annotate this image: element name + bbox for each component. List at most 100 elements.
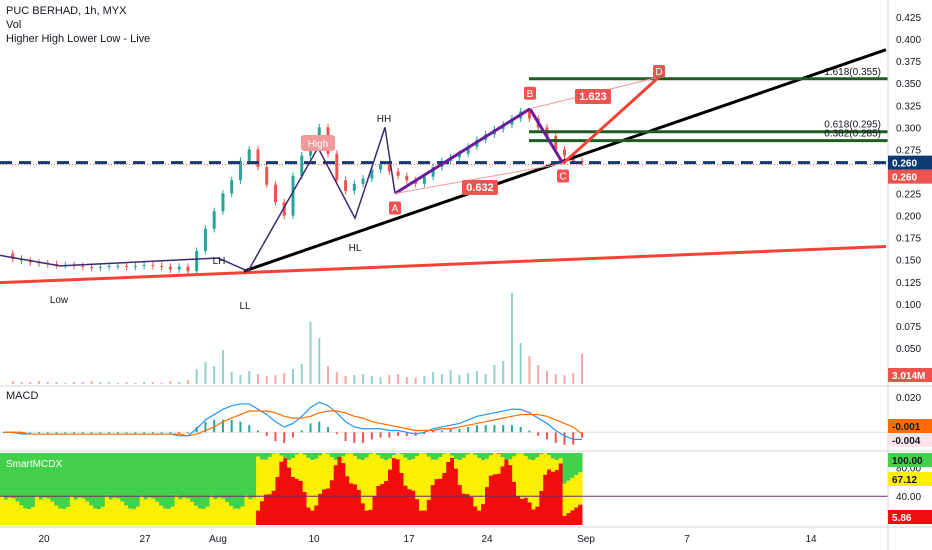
candle-body bbox=[344, 180, 348, 191]
smart-red-segment bbox=[364, 510, 370, 525]
smart-green-segment bbox=[302, 453, 308, 455]
smart-green-segment bbox=[77, 453, 82, 498]
smart-green-segment bbox=[450, 453, 455, 456]
smart-green-segment bbox=[345, 453, 350, 454]
smart-yellow-segment bbox=[325, 453, 331, 489]
macd-histogram-bar bbox=[493, 425, 496, 433]
macd-histogram-bar bbox=[143, 432, 146, 434]
pattern-label-lh: LH bbox=[213, 256, 226, 267]
smart-yellow-segment bbox=[139, 495, 145, 525]
smart-green-segment bbox=[85, 453, 90, 502]
smart-green-segment bbox=[131, 453, 137, 509]
y-tick-label: 0.050 bbox=[896, 344, 921, 355]
smart-yellow-segment bbox=[306, 458, 311, 508]
macd-histogram-bar bbox=[309, 423, 312, 433]
chart-title: PUC BERHAD, 1h, MYX bbox=[6, 5, 127, 17]
macd-histogram-bar bbox=[528, 430, 531, 433]
smart-yellow-segment bbox=[162, 508, 168, 525]
candle-body bbox=[247, 149, 251, 161]
smart-green-segment bbox=[3, 453, 9, 500]
smart-red-segment bbox=[485, 487, 490, 525]
smart-red-segment bbox=[341, 463, 346, 525]
smart-yellow-segment bbox=[550, 458, 556, 472]
smart-yellow-segment bbox=[450, 455, 455, 459]
smart-yellow-segment bbox=[547, 455, 552, 470]
smart-yellow-segment bbox=[81, 498, 86, 525]
macd-histogram-bar bbox=[230, 419, 233, 433]
macd-histogram-bar bbox=[204, 421, 207, 433]
smart-yellow-segment bbox=[578, 472, 583, 505]
macd-histogram-bar bbox=[545, 432, 548, 440]
y-tick-label: 0.275 bbox=[896, 145, 921, 156]
smart-yellow-segment bbox=[275, 453, 280, 478]
volume-bar bbox=[38, 381, 41, 384]
smart-green-segment bbox=[527, 453, 533, 460]
smart-yellow-segment bbox=[42, 497, 48, 525]
volume-bar bbox=[405, 377, 408, 384]
smart-green-segment bbox=[422, 453, 428, 454]
candle-body bbox=[527, 111, 531, 119]
smart-green-segment bbox=[388, 453, 393, 459]
volume-bar bbox=[379, 377, 382, 384]
smart-yellow-segment bbox=[426, 456, 432, 500]
smart-green-segment bbox=[291, 453, 296, 458]
smart-yellow-segment bbox=[481, 460, 486, 505]
smart-green-segment bbox=[93, 453, 98, 509]
smart-green-segment bbox=[263, 453, 269, 460]
smart-red-segment bbox=[477, 510, 482, 525]
smart-yellow-segment bbox=[7, 497, 13, 525]
smart-red-segment bbox=[516, 495, 521, 525]
y-tick-label: 0.225 bbox=[896, 190, 921, 201]
smart-green-segment bbox=[485, 453, 490, 459]
x-tick-label: Sep bbox=[577, 534, 595, 545]
macd-histogram-bar bbox=[458, 428, 461, 433]
smart-green-segment bbox=[325, 453, 331, 454]
smart-green-segment bbox=[574, 453, 579, 476]
smart-yellow-segment bbox=[566, 480, 571, 514]
macd-histogram-bar bbox=[449, 428, 452, 433]
smart-yellow-segment bbox=[248, 499, 253, 525]
smart-yellow-segment bbox=[356, 459, 362, 490]
smart-green-segment bbox=[194, 453, 199, 506]
candle-body bbox=[562, 149, 566, 156]
candle-body bbox=[98, 266, 102, 268]
fib-level-label: 1.618(0.355) bbox=[824, 67, 881, 78]
smart-yellow-segment bbox=[492, 453, 498, 475]
volume-bar bbox=[160, 383, 163, 384]
smart-green-segment bbox=[23, 453, 28, 509]
candle-body bbox=[160, 265, 164, 267]
smart-yellow-segment bbox=[0, 496, 5, 525]
volume-bar bbox=[292, 369, 294, 384]
smart-red-segment bbox=[294, 478, 300, 525]
volume-bar bbox=[169, 381, 172, 384]
smart-yellow-segment bbox=[500, 457, 505, 467]
smart-green-segment bbox=[512, 453, 517, 457]
macd-histogram-bar bbox=[81, 432, 84, 434]
smart-red-segment bbox=[283, 458, 288, 525]
smart-yellow-segment bbox=[34, 496, 40, 525]
smart-yellow-segment bbox=[240, 506, 245, 525]
smart-red-segment bbox=[356, 489, 362, 525]
smart-badge-yellow: 67.12 bbox=[892, 475, 917, 486]
smart-red-segment bbox=[465, 494, 470, 525]
smart-yellow-segment bbox=[147, 497, 152, 525]
smart-green-segment bbox=[62, 453, 67, 510]
abcd-leg-cd bbox=[561, 75, 661, 165]
smart-yellow-segment bbox=[174, 495, 179, 525]
smart-green-segment bbox=[337, 453, 342, 457]
smart-green-segment bbox=[252, 453, 257, 498]
smart-green-segment bbox=[228, 453, 234, 506]
candle-body bbox=[81, 265, 85, 267]
volume-bar bbox=[432, 372, 435, 384]
smart-yellow-segment bbox=[469, 453, 474, 498]
smart-yellow-segment bbox=[209, 495, 214, 525]
pattern-label-hl: HL bbox=[349, 243, 362, 254]
smart-green-segment bbox=[139, 453, 145, 496]
candle-body bbox=[195, 250, 199, 272]
smart-red-segment bbox=[481, 504, 486, 525]
smart-green-segment bbox=[244, 453, 249, 496]
volume-bar bbox=[186, 380, 189, 384]
macd-histogram-bar bbox=[362, 432, 365, 443]
smart-red-segment bbox=[547, 469, 552, 525]
